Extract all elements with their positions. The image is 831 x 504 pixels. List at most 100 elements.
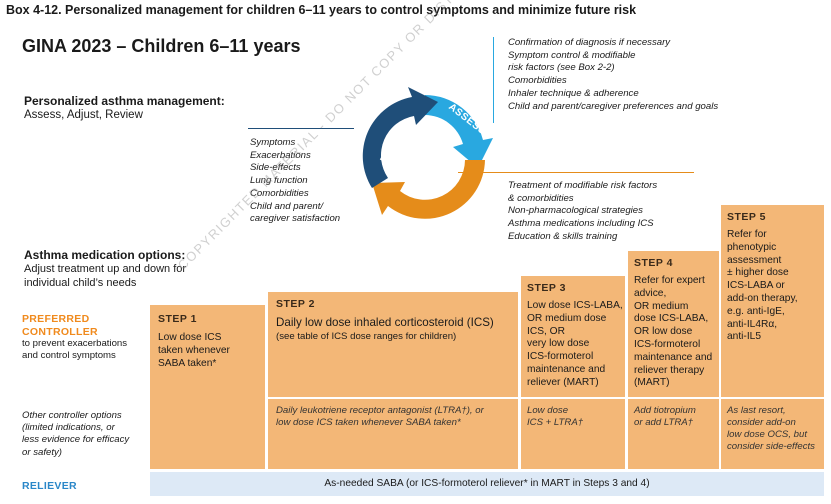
assess-item: risk factors (see Box 2-2) xyxy=(508,62,615,74)
other-label-line: Other controller options xyxy=(22,410,122,421)
row-separator xyxy=(268,397,824,399)
step-4-line: ICS-formoterol xyxy=(634,338,701,350)
assess-connector-vertical xyxy=(493,37,494,123)
review-item: Comorbidities xyxy=(250,187,309,199)
review-item: caregiver satisfaction xyxy=(250,213,341,225)
review-item: Symptoms xyxy=(250,137,296,148)
step-3-other-options: Low dose ICS + LTRA† xyxy=(527,405,583,429)
step-3-text: Low dose ICS-LABA, OR medium dose ICS, O… xyxy=(527,300,623,390)
step-5-text: Refer for phenotypic assessment ± higher… xyxy=(727,229,798,344)
assess-adjust-review-cycle: ASSESS ADJUST REVIEW xyxy=(362,87,493,230)
other-controller-label: Other controller options (limited indica… xyxy=(22,410,129,459)
step-5-label: STEP 5 xyxy=(727,211,766,223)
assess-item: Inhaler technique & adherence xyxy=(508,87,639,99)
review-item: Exacerbations xyxy=(250,149,311,161)
step-5-line: anti-IL5 xyxy=(727,331,761,343)
step-1-text: Low dose ICS taken whenever SABA taken* xyxy=(158,332,230,370)
preferred-desc-line: to prevent exacerbations xyxy=(22,338,128,349)
reliever-bar: As-needed SABA (or ICS-formoterol reliev… xyxy=(150,472,824,496)
step-4-line: (MART) xyxy=(634,377,670,389)
step-5-other-line: consider add-on xyxy=(727,417,796,428)
other-label-line: less evidence for efficacy xyxy=(22,434,130,446)
step-4-other-line: or add LTRA† xyxy=(634,417,694,428)
personalized-management-subtitle: Assess, Adjust, Review xyxy=(24,109,143,121)
step-4-block xyxy=(628,251,719,469)
medication-subtitle-line: Adjust treatment up and down for xyxy=(24,263,187,275)
medication-options-title: Asthma medication options: xyxy=(24,248,186,262)
adjust-item: & comorbidities xyxy=(508,192,574,204)
box-title: Box 4-12. Personalized management for ch… xyxy=(6,3,637,17)
step-5-line: Refer for xyxy=(727,229,767,240)
medication-subtitle-line: individual child’s needs xyxy=(24,276,137,289)
step-3-line: Low dose ICS-LABA, xyxy=(527,300,623,311)
step-2-other-options: Daily leukotriene receptor antagonist (L… xyxy=(276,405,484,429)
adjust-item: Asthma medications including ICS xyxy=(508,218,654,230)
preferred-label-line: CONTROLLER xyxy=(22,325,98,338)
preferred-controller-label: PREFERRED CONTROLLER xyxy=(22,313,98,338)
step-5-line: phenotypic xyxy=(727,241,777,253)
step-3-line: very low dose xyxy=(527,338,590,350)
step-5-other-options: As last resort, consider add-on low dose… xyxy=(727,405,815,453)
step-1-label: STEP 1 xyxy=(158,313,197,325)
step-4-text: Refer for expert advice, OR medium dose … xyxy=(634,275,712,390)
step-2-other-line: low dose ICS taken whenever SABA taken* xyxy=(276,417,461,428)
assess-list: Confirmation of diagnosis if necessary S… xyxy=(508,37,718,113)
review-item: Lung function xyxy=(250,175,308,187)
medication-options-subtitle: Adjust treatment up and down for individ… xyxy=(24,263,186,290)
step-4-line: advice, xyxy=(634,287,667,299)
other-label-line: (limited indications, or xyxy=(22,422,115,434)
step-4-line: OR medium xyxy=(634,300,689,312)
step-4-line: maintenance and xyxy=(634,351,713,363)
step-2-label: STEP 2 xyxy=(276,298,315,310)
step-1-line: Low dose ICS xyxy=(158,332,222,343)
review-item: Child and parent/ xyxy=(250,200,324,212)
assess-item: Comorbidities xyxy=(508,75,567,87)
step-3-line: OR medium dose xyxy=(527,312,607,324)
step-1-line: taken whenever xyxy=(158,344,230,356)
assess-arrow xyxy=(425,95,493,168)
adjust-connector-line xyxy=(458,172,694,173)
step-5-line: e.g. anti-IgE, xyxy=(727,305,785,317)
preferred-controller-description: to prevent exacerbations and control sym… xyxy=(22,338,127,362)
step-5-line: add-on therapy, xyxy=(727,292,798,304)
step-2-subtext: (see table of ICS dose ranges for childr… xyxy=(276,331,457,342)
main-title: GINA 2023 – Children 6–11 years xyxy=(22,36,301,56)
step-2-text: Daily low dose inhaled corticosteroid (I… xyxy=(276,316,494,329)
step-5-line: anti-IL4Rα, xyxy=(727,318,778,330)
review-arrow xyxy=(362,87,438,188)
personalized-management-title: Personalized asthma management: xyxy=(24,94,225,108)
step-3-line: ICS, OR xyxy=(527,325,565,337)
step-3-block xyxy=(521,276,625,469)
step-5-line: assessment xyxy=(727,254,782,266)
step-3-other-line: ICS + LTRA† xyxy=(527,417,584,428)
step-5-other-line: consider side-effects xyxy=(727,441,815,452)
step-3-other-line: Low dose xyxy=(527,405,569,416)
review-connector-line xyxy=(248,128,354,129)
step-1-block xyxy=(150,305,265,469)
adjust-arrow xyxy=(372,160,485,219)
step-4-other-options: Add tiotropium or add LTRA† xyxy=(634,405,696,429)
step-4-other-line: Add tiotropium xyxy=(634,405,696,416)
step-4-line: Refer for expert xyxy=(634,275,705,286)
step-5-line: ± higher dose xyxy=(727,267,789,279)
reliever-text: As-needed SABA (or ICS-formoterol reliev… xyxy=(324,478,650,489)
step-4-line: reliever therapy xyxy=(634,364,705,376)
step-3-line: reliever (MART) xyxy=(527,376,599,388)
preferred-desc-line: and control symptoms xyxy=(22,350,116,361)
assess-item: Child and parent/caregiver preferences a… xyxy=(508,100,719,112)
adjust-item: Treatment of modifiable risk factors xyxy=(508,180,658,191)
assess-item: Confirmation of diagnosis if necessary xyxy=(508,37,671,48)
step-1-line: SABA taken* xyxy=(158,357,217,369)
step-5-other-line: As last resort, xyxy=(727,405,786,416)
review-item: Side-effects xyxy=(250,162,301,174)
adjust-item: Non-pharmacological strategies xyxy=(508,205,643,217)
review-list: Symptoms Exacerbations Side-effects Lung… xyxy=(250,137,340,226)
step-5-other-line: low dose OCS, but xyxy=(727,429,807,440)
assess-item: Symptom control & modifiable xyxy=(508,49,636,61)
step-5-line: ICS-LABA or xyxy=(727,280,785,292)
step-2-other-line: Daily leukotriene receptor antagonist (L… xyxy=(276,405,484,416)
step-4-label: STEP 4 xyxy=(634,257,673,269)
step-5-block xyxy=(721,205,824,469)
preferred-label-line: PREFERRED xyxy=(22,313,90,325)
other-label-line: or safety) xyxy=(22,446,62,458)
